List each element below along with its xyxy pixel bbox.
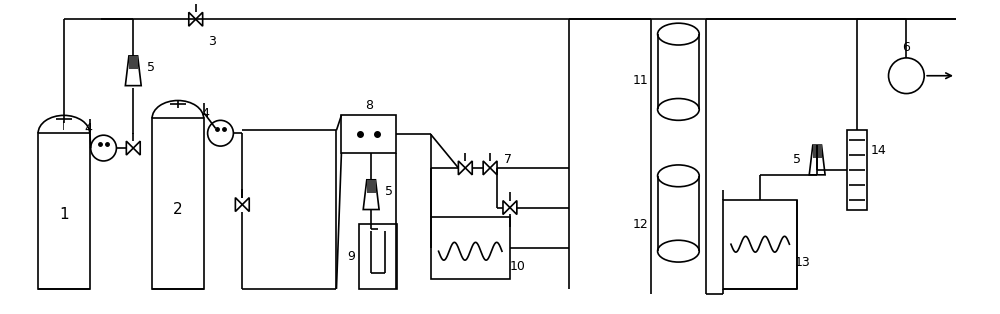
Polygon shape (242, 198, 249, 212)
Text: 8: 8 (365, 99, 373, 112)
Bar (38, 133, 90, 289)
Ellipse shape (658, 23, 699, 45)
Polygon shape (465, 161, 472, 175)
Polygon shape (490, 161, 497, 175)
Polygon shape (813, 145, 822, 159)
Text: 5: 5 (793, 154, 801, 166)
Polygon shape (235, 198, 242, 212)
Polygon shape (510, 201, 517, 214)
Polygon shape (483, 161, 490, 175)
Circle shape (91, 135, 116, 161)
Bar (431, 218, 510, 279)
Text: 13: 13 (794, 256, 810, 268)
Text: 11: 11 (633, 74, 649, 87)
Polygon shape (126, 141, 133, 155)
Text: 4: 4 (85, 122, 93, 135)
Text: 9: 9 (347, 250, 355, 263)
Polygon shape (809, 145, 825, 175)
Text: 4: 4 (202, 107, 210, 120)
Text: 5: 5 (147, 61, 155, 74)
Text: |: | (62, 121, 65, 130)
Text: 6: 6 (902, 41, 910, 54)
Bar (359, 225, 397, 289)
Polygon shape (125, 56, 141, 86)
Text: 5: 5 (385, 185, 393, 198)
Text: 10: 10 (510, 260, 526, 273)
Bar (723, 200, 797, 289)
Bar (341, 115, 396, 153)
Text: 1: 1 (59, 207, 69, 222)
Polygon shape (133, 141, 140, 155)
Polygon shape (196, 12, 203, 26)
Ellipse shape (658, 99, 699, 120)
Bar (847, 130, 867, 209)
Polygon shape (129, 56, 138, 69)
Text: 14: 14 (871, 143, 886, 157)
Polygon shape (458, 161, 465, 175)
Polygon shape (189, 12, 196, 26)
Text: 3: 3 (208, 35, 216, 47)
Text: 2: 2 (173, 202, 183, 217)
Bar (152, 118, 204, 289)
Polygon shape (503, 201, 510, 214)
Ellipse shape (658, 165, 699, 187)
Text: 12: 12 (633, 218, 649, 231)
Polygon shape (367, 180, 376, 193)
Ellipse shape (658, 240, 699, 262)
Text: 7: 7 (504, 154, 512, 166)
Polygon shape (363, 180, 379, 209)
Circle shape (889, 58, 924, 94)
Circle shape (208, 120, 233, 146)
